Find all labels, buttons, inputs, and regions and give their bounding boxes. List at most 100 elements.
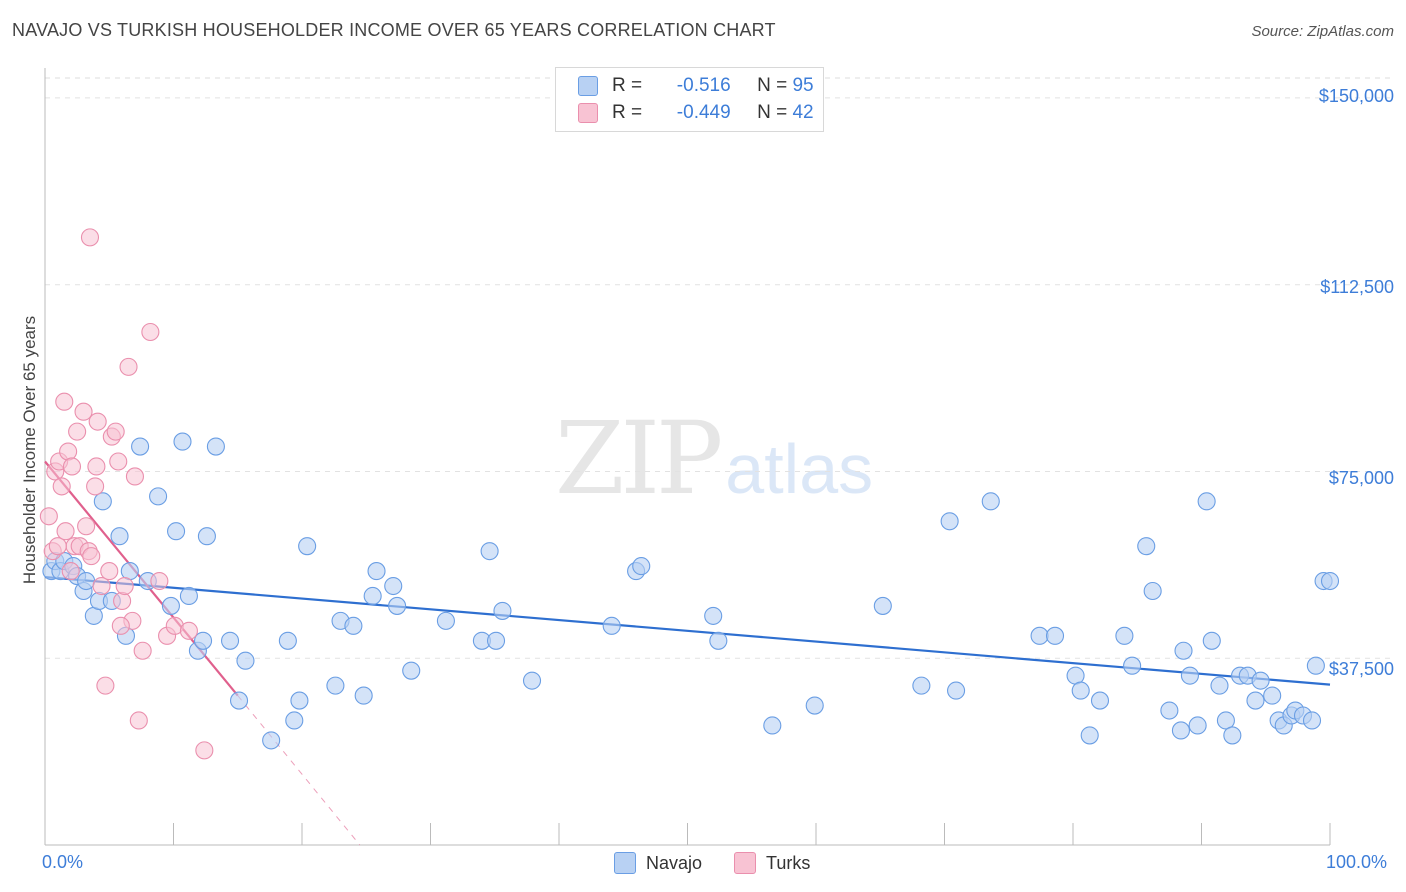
navajo-point (1302, 711, 1322, 730)
navajo-point (197, 527, 216, 546)
navajo-point (1202, 631, 1221, 650)
legend-row-turks: R = -0.449 N = 42 (578, 100, 814, 126)
navajo-point (940, 512, 959, 531)
navajo-point (912, 676, 931, 695)
x-tick-label: 0.0% (42, 852, 84, 872)
series-legend: Navajo Turks (614, 852, 810, 874)
navajo-point (179, 586, 198, 606)
navajo-point (1071, 681, 1090, 700)
navajo-point (486, 631, 506, 650)
navajo-point (1115, 626, 1134, 645)
r-label: R = (612, 102, 643, 123)
turks-point (119, 357, 138, 376)
turks-point (77, 517, 96, 536)
turks-legend-label[interactable]: Turks (766, 852, 811, 873)
turks-point (55, 392, 74, 411)
navajo-point (632, 557, 651, 576)
turks-point (61, 562, 80, 581)
navajo-swatch (578, 76, 598, 96)
watermark-atlas: atlas (725, 430, 874, 508)
zipatlas-watermark: ZIPatlas (555, 400, 873, 517)
legend-row-navajo: R = -0.516 N = 95 (578, 73, 814, 99)
correlation-legend: R = -0.516 N = 95 R = -0.449 N = 42 (555, 67, 824, 132)
navajo-point (173, 432, 192, 451)
navajo-point (805, 696, 824, 715)
navajo-point (229, 691, 249, 710)
turks-point (96, 676, 115, 695)
turks-point (87, 457, 106, 476)
navajo-point (709, 631, 728, 650)
navajo-legend-swatch[interactable] (614, 852, 636, 874)
navajo-point (1174, 641, 1193, 660)
navajo-point (367, 562, 386, 581)
navajo-point (522, 671, 542, 690)
navajo-point (873, 596, 892, 615)
turks-point (82, 547, 101, 566)
axes (44, 68, 1331, 846)
navajo-point (326, 676, 345, 695)
turks-point (133, 641, 152, 660)
navajo-point (704, 606, 723, 625)
navajo-point (947, 681, 966, 700)
chart-title: NAVAJO VS TURKISH HOUSEHOLDER INCOME OVE… (12, 20, 776, 40)
navajo-point (220, 631, 240, 650)
navajo-legend-label[interactable]: Navajo (646, 852, 703, 873)
navajo-point (1123, 656, 1142, 675)
turks-point (39, 507, 58, 526)
turks-point (113, 591, 132, 611)
navajo-point (763, 716, 782, 735)
navajo-point (1320, 571, 1340, 591)
navajo-point (1180, 666, 1199, 685)
navajo-point (1210, 676, 1229, 695)
navajo-point (436, 611, 455, 630)
navajo-point (290, 691, 309, 710)
turks-point (68, 422, 87, 441)
navajo-point (93, 492, 112, 511)
y-axis-label: Householder Income Over 65 years (20, 315, 39, 585)
navajo-point (298, 537, 317, 556)
n-label: N = (757, 75, 788, 96)
turks-point (111, 616, 130, 635)
turks-point (74, 402, 93, 421)
turks-point (92, 576, 111, 596)
turks-point (88, 412, 107, 431)
navajo-point (1223, 726, 1242, 745)
turks-legend-swatch[interactable] (734, 852, 757, 874)
navajo-point (493, 601, 512, 620)
navajo-point (388, 596, 407, 615)
y-tick-label: $150,000 (1318, 86, 1394, 106)
navajo-point (1306, 656, 1325, 675)
y-tick-label: $112,500 (1320, 277, 1394, 297)
navajo-point (1137, 537, 1156, 556)
grid-lines (45, 77, 1395, 659)
y-tick-label: $37,500 (1328, 659, 1394, 679)
navajo-point (1143, 581, 1162, 601)
trend-lines (44, 460, 1331, 846)
navajo-point (236, 651, 255, 670)
turks-point (80, 228, 100, 247)
navajo-trend-line (44, 575, 1331, 686)
navajo-point (1188, 716, 1207, 735)
turks-point (109, 452, 128, 471)
navajo-point (1171, 721, 1190, 740)
turks-point (59, 442, 78, 461)
turks-points (39, 228, 214, 760)
r-label: R = (612, 75, 643, 96)
turks-point (115, 576, 134, 596)
navajo-point (1251, 671, 1270, 690)
r-value: -0.516 (676, 75, 731, 96)
turks-point (48, 537, 67, 556)
navajo-point (1263, 686, 1282, 705)
navajo-point (602, 616, 621, 635)
turks-trend-extension (237, 695, 361, 846)
source-label[interactable]: Source: ZipAtlas.com (1251, 23, 1394, 40)
navajo-point (1197, 492, 1216, 511)
turks-point (106, 422, 125, 441)
turks-point (52, 477, 71, 496)
navajo-point (77, 571, 96, 591)
navajo-point (1216, 711, 1235, 730)
y-tick-label: $75,000 (1328, 468, 1394, 488)
n-value: 95 (792, 75, 814, 96)
turks-point (150, 571, 169, 591)
